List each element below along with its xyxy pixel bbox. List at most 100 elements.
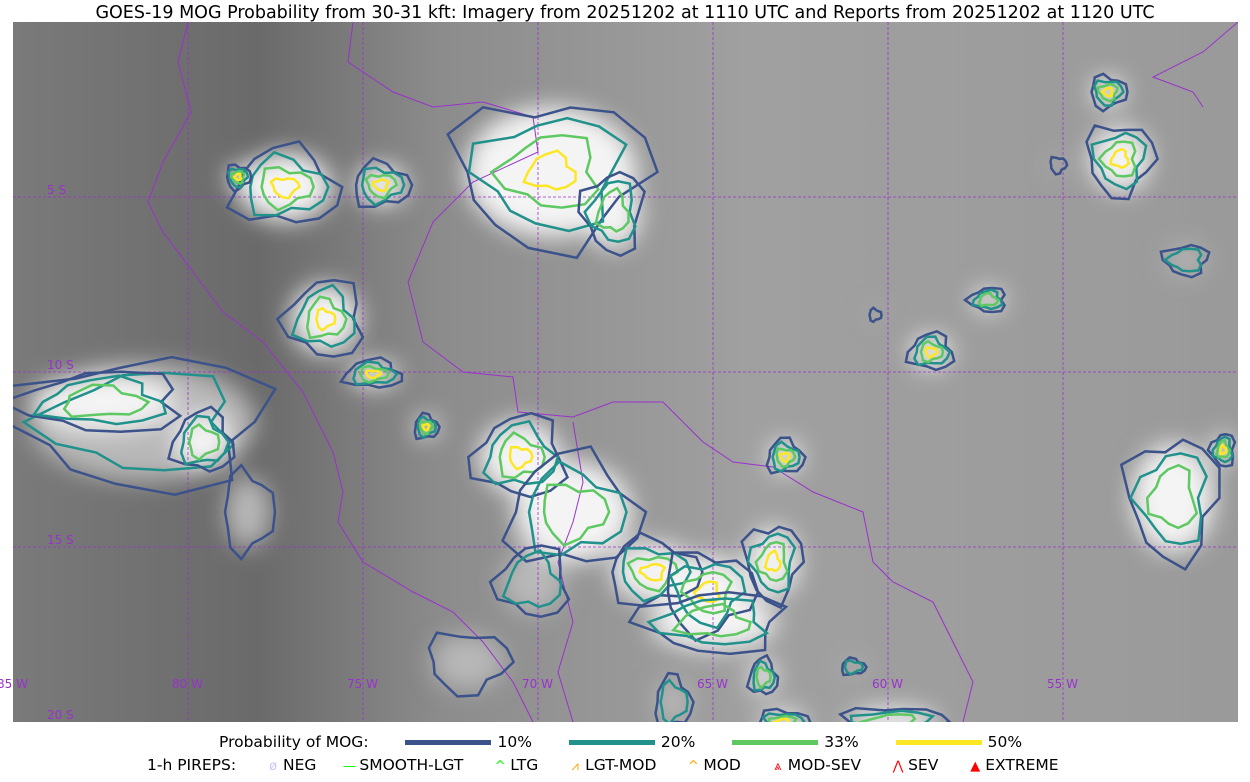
cold-cloud-top [869, 309, 881, 321]
pirep-mod: ^ MOD [683, 756, 741, 774]
longitude-label: 55 W [1047, 677, 1078, 691]
longitude-label: 85 W [0, 677, 28, 691]
pirep-extreme: ▲ EXTREME [965, 756, 1058, 774]
map-title: GOES-19 MOG Probability from 30-31 kft: … [95, 3, 1155, 23]
mog-contour-20 [1090, 131, 1148, 191]
mog-contour-33 [679, 570, 734, 615]
mog-contour-20 [971, 288, 1004, 311]
mog-contour-10 [466, 411, 570, 499]
pirep-neg: ø NEG [263, 756, 316, 774]
mog-contour-20 [352, 360, 399, 386]
mog-contour-20 [249, 150, 330, 217]
mog-contour-33 [358, 364, 390, 384]
mog-contour-10 [1085, 124, 1160, 201]
mog-contour-20 [360, 166, 406, 207]
mog-contour-10 [338, 356, 404, 389]
mog-contour-20 [583, 180, 637, 243]
mog-contour-20 [501, 548, 563, 609]
mog-contour-50 [315, 306, 337, 333]
mog-contour-33 [767, 714, 799, 722]
pirep-mod-sev: ⩓ MOD-SEV [768, 756, 861, 774]
latitude-label: 15 S [47, 533, 74, 547]
mog-contour-33 [919, 339, 945, 364]
mog-contour-20 [1211, 435, 1234, 464]
mog-contour-10 [500, 445, 648, 563]
mog-contour-10 [837, 706, 952, 722]
mog-contour-50 [763, 548, 782, 573]
mog-contour-33 [489, 133, 600, 209]
mog-contour-20 [290, 283, 356, 349]
mog-contour-20 [1092, 79, 1125, 107]
legend-label-33: 33% [824, 733, 859, 751]
mog-contour-33 [542, 483, 611, 547]
mog-contour-33 [418, 419, 435, 436]
mog-contour-10 [611, 531, 704, 607]
country-borders [147, 22, 1238, 722]
mog-contour-50 [778, 451, 791, 464]
latitude-label: 10 S [47, 358, 74, 372]
mog-contour-50 [772, 717, 790, 722]
probability-legend: Probability of MOG: 10% 20% 33% 50% [219, 733, 1022, 751]
mog-contour-10 [166, 405, 236, 473]
mog-contour-20 [21, 371, 236, 472]
pirep-legend: 1-h PIREPS: ø NEG — SMOOTH-LGT ^ LTG ⩘ LGT-M… [147, 756, 1059, 774]
longitude-label: 60 W [872, 677, 903, 691]
pirep-sev: ⋀ SEV [888, 756, 939, 774]
mog-contour-20 [31, 374, 168, 426]
mog-contour-10 [427, 631, 516, 698]
mog-contour-20 [1129, 452, 1208, 546]
mog-contour-10 [840, 656, 868, 677]
mog-contour-33 [62, 383, 151, 418]
mog-contour-33 [755, 665, 772, 690]
mog-contour-50 [1219, 443, 1228, 456]
caret-icon: ^ [494, 759, 506, 774]
pirep-ltg: ^ LTG [490, 756, 538, 774]
caret-bar-icon: ⩘ [571, 759, 579, 774]
mog-contour-33 [1096, 82, 1119, 103]
legend-label-10: 10% [497, 733, 532, 751]
mog-contour-50 [1100, 86, 1114, 98]
mog-contour-20 [668, 562, 747, 630]
mog-contour-10 [13, 355, 278, 496]
longitude-label: 80 W [172, 677, 203, 691]
legend-line-33 [732, 740, 819, 745]
legend-line-50 [895, 740, 982, 745]
mog-contour-50 [692, 580, 722, 604]
cold-cloud-top [31, 375, 175, 429]
mog-contour-10 [745, 653, 780, 696]
mog-contour-10 [577, 170, 646, 258]
legend-line-10 [405, 740, 492, 745]
latitude-label: 5 S [47, 183, 67, 197]
mog-contour-20 [912, 335, 952, 367]
mog-contour-33 [775, 447, 797, 469]
mog-contour-20 [179, 414, 231, 466]
pirep-legend-title: 1-h PIREPS: [147, 756, 237, 774]
legend-line-20 [568, 740, 655, 745]
mog-contour-10 [1206, 432, 1237, 468]
mog-contour-10 [758, 707, 812, 722]
mog-contour-50 [1109, 147, 1131, 170]
caret-icon: ^ [687, 759, 699, 774]
mog-contour-50 [924, 346, 939, 359]
mog-contour-33 [671, 602, 753, 638]
mog-contour-33 [977, 291, 1000, 308]
mog-contour-10 [765, 436, 807, 475]
mog-contour-20 [771, 440, 801, 473]
mog-contour-33 [187, 422, 221, 462]
mog-contour-20 [752, 659, 777, 692]
mog-contour-33 [1097, 140, 1137, 178]
mog-contour-33 [1145, 463, 1199, 530]
mog-contour-20 [659, 678, 689, 722]
legend-label-20: 20% [660, 733, 696, 751]
mog-contour-33 [1215, 438, 1232, 459]
mog-contour-20 [746, 532, 797, 594]
mog-contour-10 [488, 544, 571, 618]
graticule [13, 22, 1238, 722]
longitude-label: 75 W [347, 677, 378, 691]
pirep-lgt-mod: ⩘ LGT-MOD [565, 756, 656, 774]
neg-circle-slash-icon: ø [269, 759, 278, 774]
mog-contours [13, 72, 1237, 722]
line-icon: — [342, 759, 356, 774]
mog-contour-20 [646, 597, 770, 646]
legend-label-50: 50% [987, 733, 1023, 751]
